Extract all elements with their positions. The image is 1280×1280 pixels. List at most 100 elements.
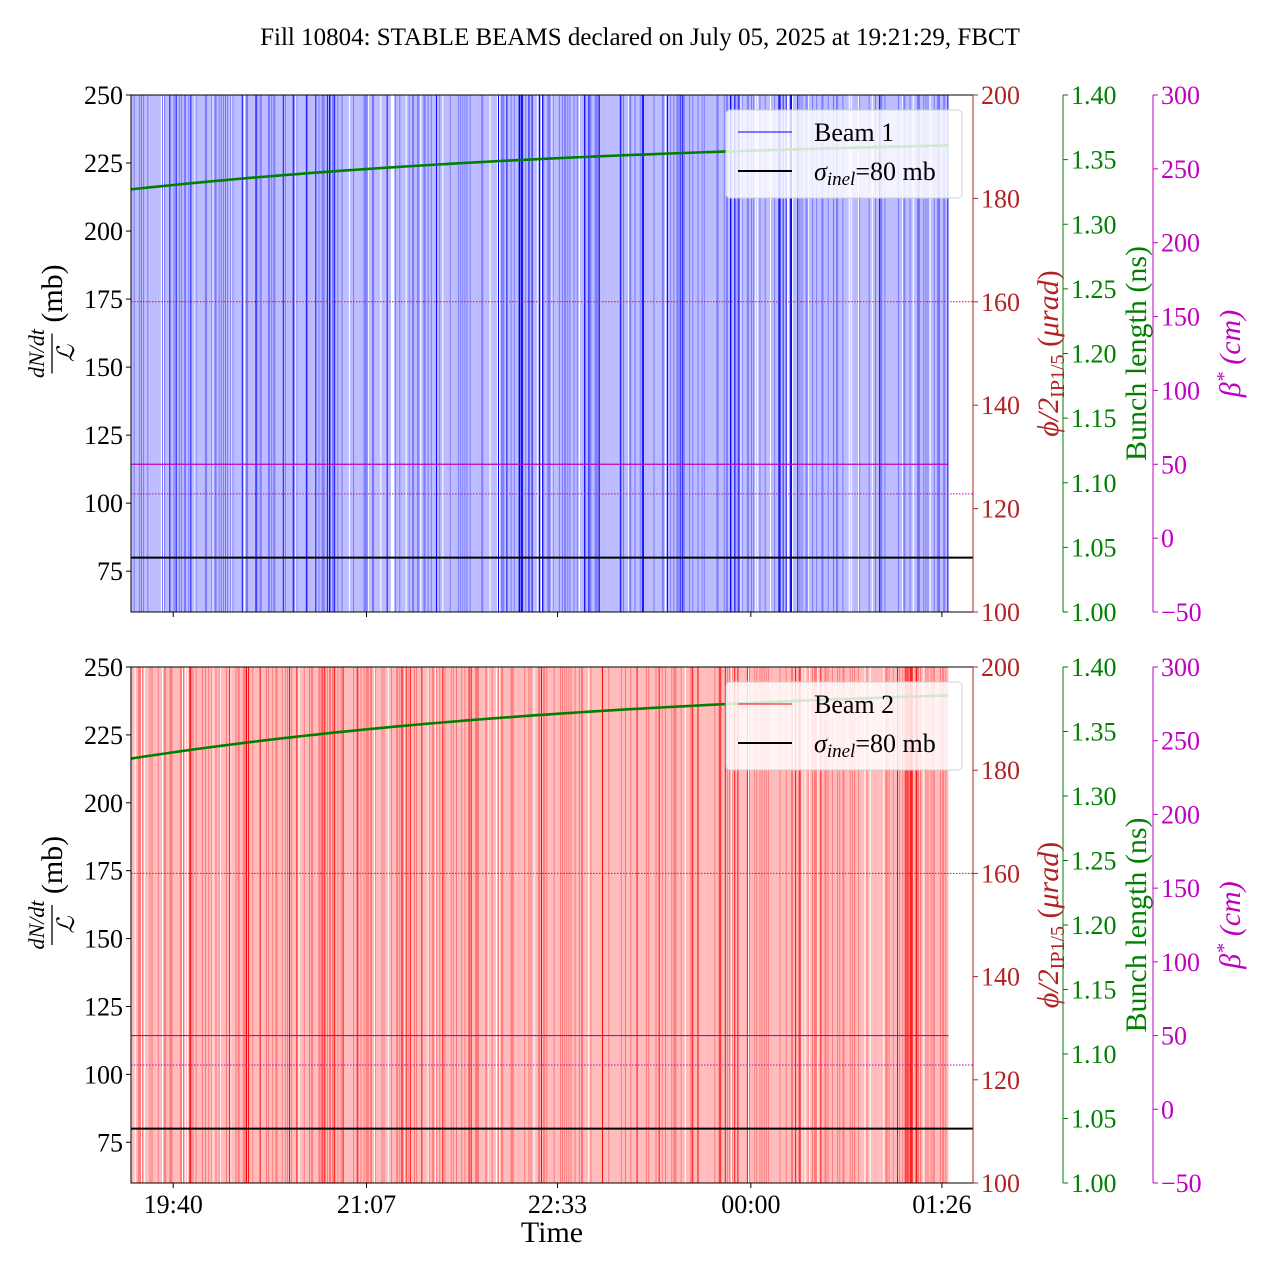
left-tick-label: 150 [84,925,123,954]
x-tick-label: 22:33 [528,1190,587,1219]
bs-unit: (cm) [1214,881,1247,943]
beta-star-axis-tick-label: 250 [1161,727,1200,756]
left-tick-label: 225 [84,721,123,750]
crossing-angle-axis-tick-label: 120 [981,495,1020,524]
chart-title: Fill 10804: STABLE BEAMS declared on Jul… [260,24,1020,51]
bunch-length-axis-tick-label: 1.25 [1071,275,1117,304]
beta-star-axis-tick-label: 100 [1161,948,1200,977]
left-tick-label: 75 [97,557,123,586]
crossing-angle-axis-tick-label: 160 [981,859,1020,888]
bunch-length-axis-tick-label: 1.00 [1071,598,1117,627]
beta-star-axis-tick-label: 50 [1161,450,1187,479]
bunch-length-axis-tick-label: 1.30 [1071,782,1117,811]
beta-star-axis-title: β* (cm) [1213,310,1247,398]
left-tick-label: 100 [84,489,123,518]
x-tick-label: 00:00 [721,1190,780,1219]
crossing-angle-axis-tick-label: 200 [981,81,1020,110]
left-tick-label: 250 [84,81,123,110]
legend-sigma-sub: inel [827,741,856,762]
left-tick-label: 75 [97,1128,123,1157]
bs-unit: (cm) [1214,310,1247,372]
panels: 75 100 125 150 175 200 225 250 dN/dt ℒ (mb) 100 120 1… [24,81,1247,1219]
bunch-length-axis-tick-label: 1.10 [1071,469,1117,498]
beta-star-axis-tick-label: 50 [1161,1022,1187,1051]
bunch-length-axis-tick-label: 1.20 [1071,911,1117,940]
bs-beta: β [1214,382,1247,398]
bunch-length-axis-tick-label: 1.05 [1071,533,1117,562]
beta-star-axis-tick-label: 150 [1161,303,1200,332]
legend-beam-label: Beam 1 [814,118,894,147]
legend-sigma-label: σinel=80 mb [814,157,936,190]
left-tick-label: 150 [84,353,123,382]
beta-star-axis-tick-label: 300 [1161,81,1200,110]
legend-sigma-sym: σ [814,729,828,758]
left-tick-label: 225 [84,149,123,178]
legend-sigma-val: =80 mb [855,157,935,186]
x-tick-label: 01:26 [912,1190,971,1219]
crossing-angle-axis-tick-label: 160 [981,288,1020,317]
beam-rate-lines [131,95,949,612]
bs-beta: β [1214,954,1247,970]
beta-star-axis-tick-label: 250 [1161,155,1200,184]
bunch-length-axis-tick-label: 1.05 [1071,1105,1117,1134]
bunch-length-axis-tick-label: 1.15 [1071,404,1117,433]
left-axis-title-den: ℒ [54,344,80,362]
ca-unit-i: μrad [1032,851,1065,910]
bunch-length-axis-tick-label: 1.40 [1071,81,1117,110]
beta-star-axis-tick-label: 300 [1161,653,1200,682]
ca-sub: IP1/5 [1047,355,1069,398]
x-axis-title: Time [521,1216,583,1249]
beta-star-axis-tick-label: 100 [1161,376,1200,405]
left-tick-label: 175 [84,285,123,314]
ca-phi: ϕ/2 [1032,398,1065,437]
ca-sub: IP1/5 [1047,926,1069,969]
crossing-angle-axis-tick-label: 180 [981,756,1020,785]
ca-unit: ( [1032,909,1065,927]
bunch-length-axis-tick-label: 1.35 [1071,718,1117,747]
legend: Beam 2 σinel=80 mb [725,681,963,771]
crossing-angle-axis-tick-label: 100 [981,598,1020,627]
beta-star-axis-title: β* (cm) [1213,881,1247,969]
beta-star-axis-tick-label: 0 [1161,1095,1174,1124]
bunch-length-axis-tick-label: 1.25 [1071,847,1117,876]
left-axis-title-unit: (mb) [36,836,69,894]
x-tick-label: 21:07 [337,1190,396,1219]
ca-unit: ( [1032,337,1065,355]
legend: Beam 1 σinel=80 mb [725,109,963,199]
crossing-angle-axis-title: ϕ/2IP1/5 (μrad) [1032,270,1069,436]
left-axis-title-den: ℒ [54,916,80,934]
beta-star-axis-tick-label: −50 [1161,598,1202,627]
bs-star: * [1213,372,1235,382]
crossing-angle-axis-tick-label: 120 [981,1066,1020,1095]
left-axis-title-num: dN/dt [24,328,49,378]
left-axis-title: dN/dt ℒ (mb) [24,264,80,378]
beta-star-axis-tick-label: 150 [1161,874,1200,903]
crossing-angle-axis-tick-label: 140 [981,963,1020,992]
left-axis-title-unit: (mb) [36,264,69,322]
bunch-length-axis-tick-label: 1.20 [1071,340,1117,369]
left-tick-label: 200 [84,217,123,246]
left-tick-label: 125 [84,421,123,450]
left-tick-label: 100 [84,1060,123,1089]
ca-phi: ϕ/2 [1032,969,1065,1008]
left-tick-label: 200 [84,789,123,818]
bunch-length-axis-tick-label: 1.00 [1071,1169,1117,1198]
bunch-length-axis-tick-label: 1.15 [1071,976,1117,1005]
beta-star-axis-tick-label: 200 [1161,800,1200,829]
left-tick-label: 250 [84,653,123,682]
beta-star-axis-tick-label: −50 [1161,1169,1202,1198]
left-tick-label: 125 [84,992,123,1021]
beta-star-axis-tick-label: 0 [1161,524,1174,553]
legend-sigma-val: =80 mb [855,729,935,758]
bunch-length-axis-tick-label: 1.30 [1071,210,1117,239]
panel-1: 75 100 125 150 175 200 225 250 dN/dt ℒ (mb) 100 120 1… [24,81,1247,627]
bunch-length-axis-tick-label: 1.35 [1071,146,1117,175]
crossing-angle-axis-tick-label: 180 [981,184,1020,213]
bunch-length-axis-tick-label: 1.10 [1071,1040,1117,1069]
bunch-length-axis-title: Bunch length (ns) [1120,246,1153,461]
beta-star-axis-tick-label: 200 [1161,229,1200,258]
ca-unit-c: ) [1032,842,1065,852]
left-tick-label: 175 [84,857,123,886]
bunch-length-axis-tick-label: 1.40 [1071,653,1117,682]
